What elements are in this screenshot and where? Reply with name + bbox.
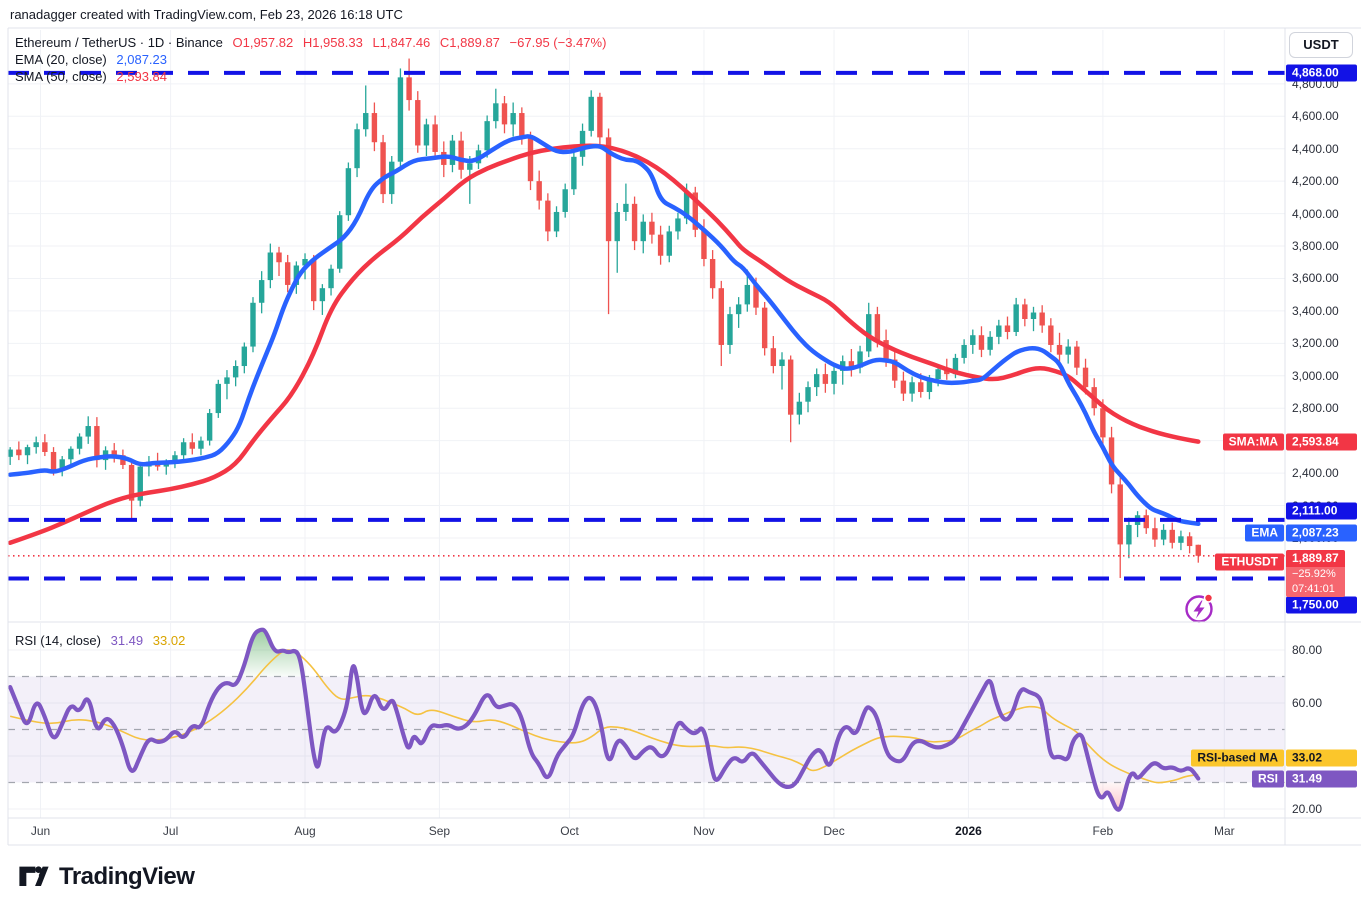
time-tick-Jun: Jun <box>30 824 51 838</box>
level-1750-tag: 1,750.00 <box>1286 596 1357 614</box>
rsi-tick-60: 60.00 <box>1292 696 1323 710</box>
price-tick-4000: 4,000.00 <box>1292 206 1339 221</box>
sma-value-tag: 2,593.84 <box>1286 433 1357 451</box>
price-tick-3600: 3,600.00 <box>1292 271 1339 286</box>
price-tick-2800: 2,800.00 <box>1292 401 1339 416</box>
price-tick-2400: 2,400.00 <box>1292 466 1339 481</box>
ohlc-low: L1,847.46 <box>372 35 431 50</box>
rsi-legend[interactable]: RSI (14, close) 31.49 33.02 <box>15 633 185 648</box>
price-tick-3200: 3,200.00 <box>1292 336 1339 351</box>
sma-legend-value: 2,593.84 <box>116 69 167 84</box>
price-tick-3400: 3,400.00 <box>1292 303 1339 318</box>
tradingview-logo[interactable]: TradingView <box>18 862 195 892</box>
time-tick-Aug: Aug <box>294 824 316 838</box>
level-4868-tag: 4,868.00 <box>1286 64 1357 82</box>
last-price-row-2: 07:41:01 <box>1286 581 1345 597</box>
time-tick-Oct: Oct <box>560 824 579 838</box>
ohlc-high: H1,958.33 <box>302 35 363 50</box>
rsi-line <box>8 627 1201 812</box>
ema-value-tag: 2,087.23 <box>1286 524 1357 542</box>
time-tick-2026: 2026 <box>955 824 982 838</box>
tradingview-logo-text: TradingView <box>59 863 195 890</box>
ema-legend-label[interactable]: EMA (20, close) <box>15 52 107 67</box>
sma-chart-tag: SMA:MA <box>1222 433 1284 451</box>
rsi-ma-value-tag: 33.02 <box>1286 749 1357 767</box>
ethusdt-chart-tag: ETHUSDT <box>1215 553 1284 571</box>
time-tick-Feb: Feb <box>1092 824 1114 838</box>
rsi-ma-chart-tag: RSI-based MA <box>1191 749 1284 767</box>
level-2111-tag: 2,111.00 <box>1286 502 1357 520</box>
ohlc-open: O1,957.82 <box>232 35 294 50</box>
rsi-ma-legend-value: 33.02 <box>152 633 186 648</box>
time-tick-Sep: Sep <box>428 824 451 838</box>
price-tick-3800: 3,800.00 <box>1292 239 1339 254</box>
ema-legend-value: 2,087.23 <box>116 52 167 67</box>
rsi-chart-tag: RSI <box>1251 770 1284 788</box>
time-tick-Dec: Dec <box>823 824 845 838</box>
candles <box>7 58 1201 578</box>
sma50-line <box>7 143 1201 546</box>
ohlc-close: C1,889.87 <box>439 35 500 50</box>
rsi-tick-80: 80.00 <box>1292 643 1323 657</box>
rsi-value-tag: 31.49 <box>1286 770 1357 788</box>
sma-legend[interactable]: SMA (50, close) 2,593.84 <box>15 69 167 84</box>
price-tick-4200: 4,200.00 <box>1292 174 1339 189</box>
price-tick-3000: 3,000.00 <box>1292 368 1339 383</box>
sma-legend-label[interactable]: SMA (50, close) <box>15 69 107 84</box>
time-tick-Mar: Mar <box>1213 824 1235 838</box>
last-price-row-1: −25.92% <box>1286 566 1345 582</box>
symbol-legend[interactable]: Ethereum / TetherUS · 1D · Binance O1,95… <box>15 35 606 50</box>
rsi-legend-label[interactable]: RSI (14, close) <box>15 633 101 648</box>
price-tick-4600: 4,600.00 <box>1292 109 1339 124</box>
price-tick-4400: 4,400.00 <box>1292 141 1339 156</box>
last-price-tag: 1,889.87 −25.92% 07:41:01 <box>1286 549 1345 597</box>
time-tick-Nov: Nov <box>693 824 715 838</box>
tradingview-logo-icon <box>19 866 49 887</box>
rsi-tick-20: 20.00 <box>1292 802 1323 816</box>
ema20-line <box>7 134 1201 527</box>
ema-legend[interactable]: EMA (20, close) 2,087.23 <box>15 52 167 67</box>
time-tick-Jul: Jul <box>162 824 179 838</box>
ohlc-change: −67.95 (−3.47%) <box>509 35 607 50</box>
currency-usdt-button[interactable]: USDT <box>1289 32 1353 58</box>
rsi-legend-value: 31.49 <box>110 633 144 648</box>
attribution-text: ranadagger created with TradingView.com,… <box>10 7 403 22</box>
ema-chart-tag: EMA <box>1245 524 1284 542</box>
last-price-row-0: 1,889.87 <box>1286 549 1345 567</box>
symbol-title[interactable]: Ethereum / TetherUS · 1D · Binance <box>15 35 223 50</box>
flash-icon[interactable] <box>1185 593 1214 623</box>
